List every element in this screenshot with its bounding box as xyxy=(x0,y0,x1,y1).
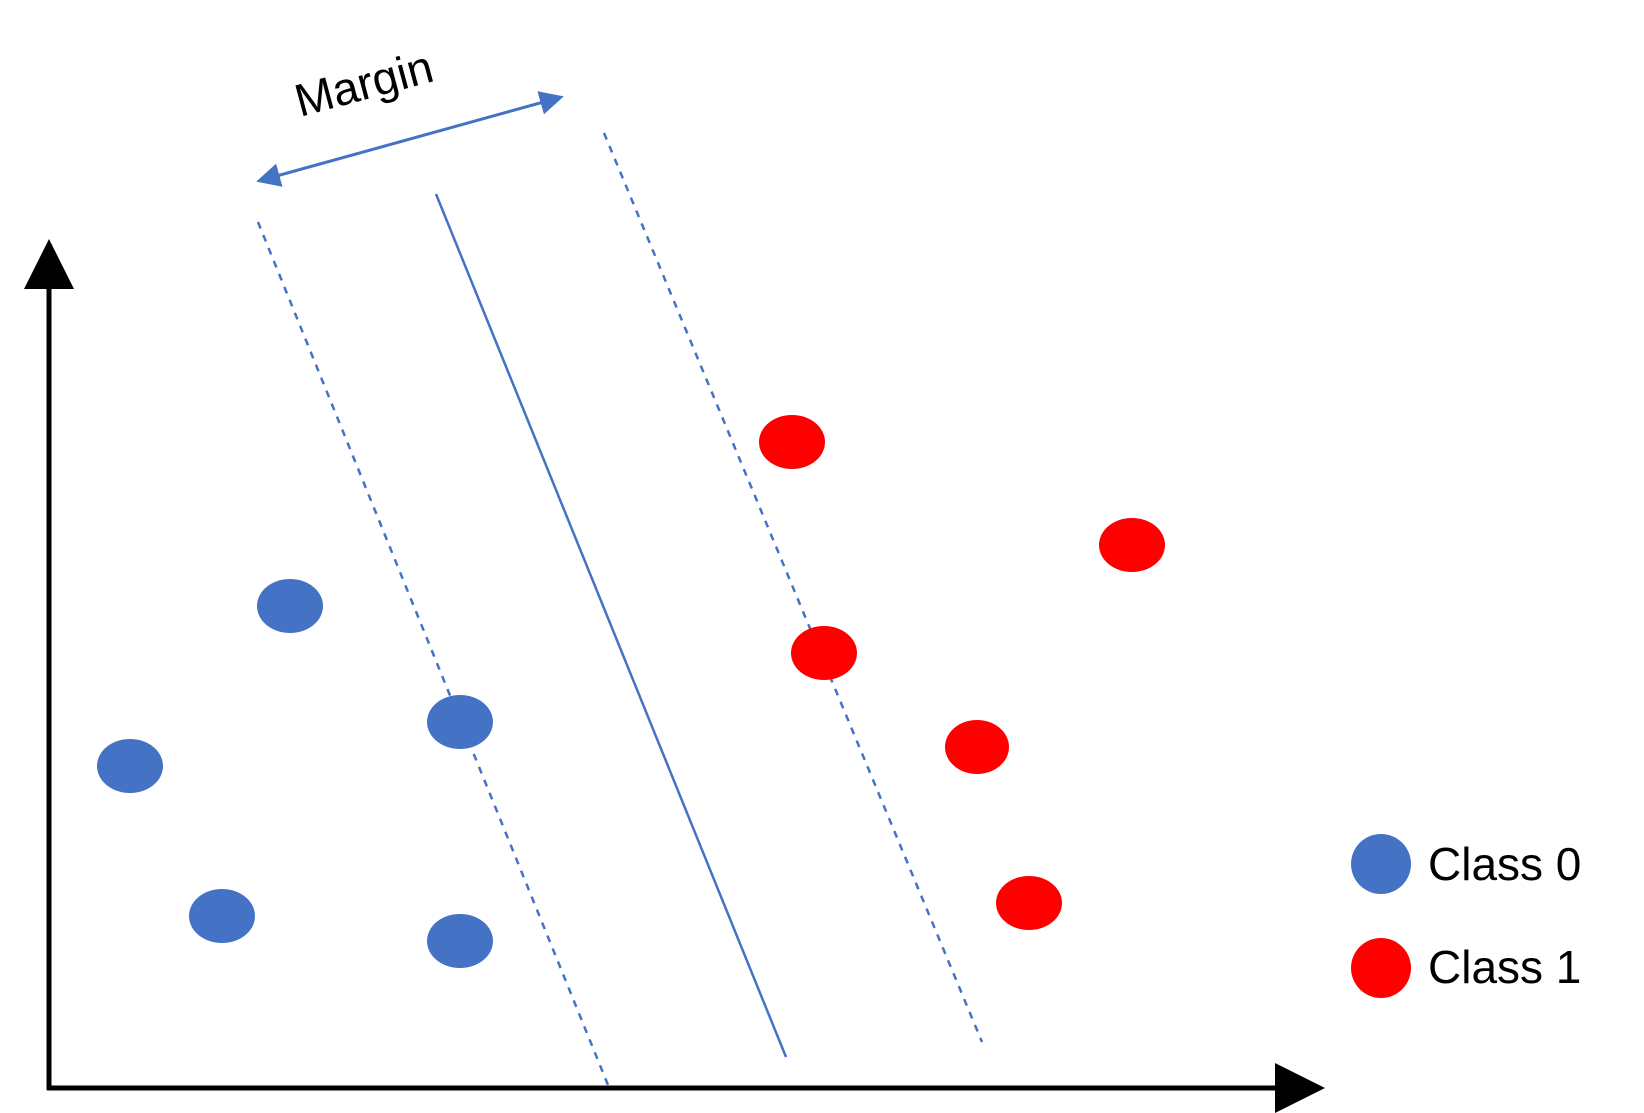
legend-swatch-class1 xyxy=(1351,938,1411,998)
legend: Class 0 Class 1 xyxy=(1351,834,1581,998)
margin-line-right xyxy=(602,132,984,1043)
class0-point xyxy=(427,914,493,968)
legend-label-class1: Class 1 xyxy=(1428,941,1581,993)
class1-point xyxy=(945,720,1009,774)
legend-item-class1: Class 1 xyxy=(1351,938,1581,998)
class0-point xyxy=(97,739,163,793)
class0-point xyxy=(257,579,323,633)
legend-item-class0: Class 0 xyxy=(1351,834,1581,894)
class1-point xyxy=(996,876,1062,930)
legend-label-class0: Class 0 xyxy=(1428,838,1581,890)
class0-point xyxy=(189,889,255,943)
class1-point xyxy=(1099,518,1165,572)
class1-point xyxy=(791,626,857,680)
margin-line-left xyxy=(256,221,610,1086)
decision-boundary xyxy=(434,193,788,1058)
margin-label: Margin xyxy=(289,40,438,127)
legend-swatch-class0 xyxy=(1351,834,1411,894)
margin-arrow xyxy=(256,91,564,187)
class0-point xyxy=(427,695,493,749)
class1-point xyxy=(759,415,825,469)
